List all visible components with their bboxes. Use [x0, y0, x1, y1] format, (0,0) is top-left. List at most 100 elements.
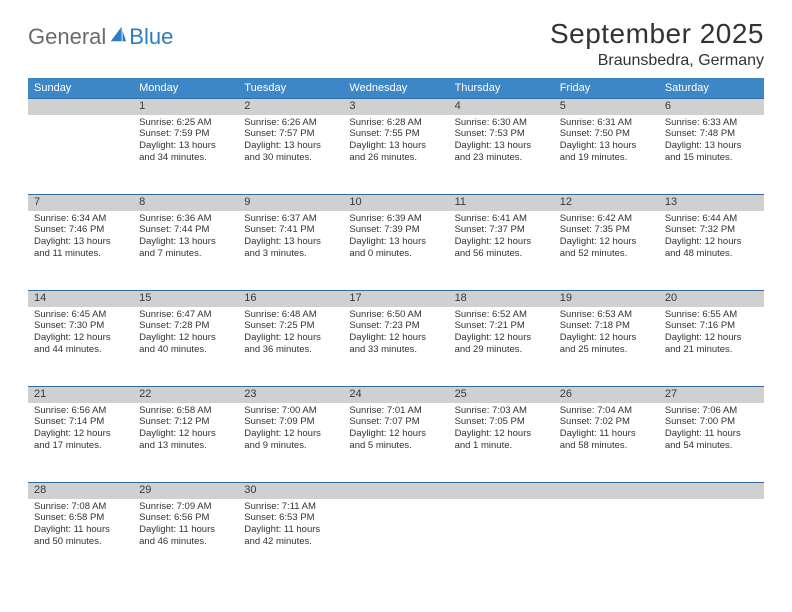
day-day1: Daylight: 12 hours: [665, 236, 758, 248]
day-cell: Sunrise: 6:36 AMSunset: 7:44 PMDaylight:…: [133, 211, 238, 291]
day-cell: Sunrise: 6:47 AMSunset: 7:28 PMDaylight:…: [133, 307, 238, 387]
day-day1: Daylight: 12 hours: [139, 428, 232, 440]
day-sunset: Sunset: 7:28 PM: [139, 320, 232, 332]
day-number: 8: [133, 195, 238, 211]
day-sunset: Sunset: 7:44 PM: [139, 224, 232, 236]
day-day2: and 56 minutes.: [455, 248, 548, 260]
day-cell: Sunrise: 7:01 AMSunset: 7:07 PMDaylight:…: [343, 403, 448, 483]
day-cell: Sunrise: 6:48 AMSunset: 7:25 PMDaylight:…: [238, 307, 343, 387]
day-sunset: Sunset: 7:55 PM: [349, 128, 442, 140]
day-number: 7: [28, 195, 133, 211]
header: General Blue September 2025 Braunsbedra,…: [28, 18, 764, 70]
day-body-row: Sunrise: 6:45 AMSunset: 7:30 PMDaylight:…: [28, 307, 764, 387]
day-day1: Daylight: 12 hours: [455, 428, 548, 440]
day-sunset: Sunset: 6:56 PM: [139, 512, 232, 524]
day-day2: and 33 minutes.: [349, 344, 442, 356]
day-day1: Daylight: 12 hours: [560, 332, 653, 344]
day-cell: Sunrise: 7:06 AMSunset: 7:00 PMDaylight:…: [659, 403, 764, 483]
day-cell: Sunrise: 6:25 AMSunset: 7:59 PMDaylight:…: [133, 115, 238, 195]
day-number: 2: [238, 99, 343, 115]
day-day2: and 42 minutes.: [244, 536, 337, 548]
day-number: 5: [554, 99, 659, 115]
day-number: 18: [449, 291, 554, 307]
weekday-header: Thursday: [449, 78, 554, 99]
day-day2: and 40 minutes.: [139, 344, 232, 356]
day-day2: and 52 minutes.: [560, 248, 653, 260]
day-sunset: Sunset: 7:05 PM: [455, 416, 548, 428]
title-block: September 2025 Braunsbedra, Germany: [550, 18, 764, 70]
day-cell: Sunrise: 6:52 AMSunset: 7:21 PMDaylight:…: [449, 307, 554, 387]
day-cell: Sunrise: 6:58 AMSunset: 7:12 PMDaylight:…: [133, 403, 238, 483]
day-number: 12: [554, 195, 659, 211]
day-cell: Sunrise: 6:34 AMSunset: 7:46 PMDaylight:…: [28, 211, 133, 291]
day-number: 3: [343, 99, 448, 115]
day-sunset: Sunset: 7:53 PM: [455, 128, 548, 140]
weekday-header: Saturday: [659, 78, 764, 99]
day-sunrise: Sunrise: 7:01 AM: [349, 405, 442, 417]
day-day1: Daylight: 12 hours: [560, 236, 653, 248]
day-day2: and 29 minutes.: [455, 344, 548, 356]
day-sunrise: Sunrise: 6:34 AM: [34, 213, 127, 225]
day-cell: Sunrise: 6:55 AMSunset: 7:16 PMDaylight:…: [659, 307, 764, 387]
day-sunset: Sunset: 7:21 PM: [455, 320, 548, 332]
day-sunset: Sunset: 7:32 PM: [665, 224, 758, 236]
day-number: 19: [554, 291, 659, 307]
day-day2: and 21 minutes.: [665, 344, 758, 356]
day-day2: and 19 minutes.: [560, 152, 653, 164]
daynum-row: 21222324252627: [28, 387, 764, 403]
day-day1: Daylight: 13 hours: [244, 140, 337, 152]
day-day1: Daylight: 13 hours: [455, 140, 548, 152]
day-number: 13: [659, 195, 764, 211]
day-day1: Daylight: 12 hours: [349, 428, 442, 440]
day-number: 9: [238, 195, 343, 211]
day-number: 24: [343, 387, 448, 403]
day-number: 1: [133, 99, 238, 115]
day-sunset: Sunset: 7:02 PM: [560, 416, 653, 428]
day-day1: Daylight: 12 hours: [455, 236, 548, 248]
day-sunset: Sunset: 7:48 PM: [665, 128, 758, 140]
day-day1: Daylight: 11 hours: [34, 524, 127, 536]
day-sunset: Sunset: 7:41 PM: [244, 224, 337, 236]
day-sunrise: Sunrise: 6:37 AM: [244, 213, 337, 225]
day-sunrise: Sunrise: 6:30 AM: [455, 117, 548, 129]
day-day2: and 48 minutes.: [665, 248, 758, 260]
day-day2: and 15 minutes.: [665, 152, 758, 164]
day-sunrise: Sunrise: 6:41 AM: [455, 213, 548, 225]
sail-icon: [109, 25, 127, 43]
day-cell: Sunrise: 6:28 AMSunset: 7:55 PMDaylight:…: [343, 115, 448, 195]
day-cell: Sunrise: 6:33 AMSunset: 7:48 PMDaylight:…: [659, 115, 764, 195]
day-sunrise: Sunrise: 6:28 AM: [349, 117, 442, 129]
day-day1: Daylight: 11 hours: [560, 428, 653, 440]
day-cell: Sunrise: 6:41 AMSunset: 7:37 PMDaylight:…: [449, 211, 554, 291]
day-day2: and 26 minutes.: [349, 152, 442, 164]
day-day1: Daylight: 12 hours: [455, 332, 548, 344]
day-sunset: Sunset: 7:37 PM: [455, 224, 548, 236]
day-sunrise: Sunrise: 7:00 AM: [244, 405, 337, 417]
day-sunset: Sunset: 6:58 PM: [34, 512, 127, 524]
day-sunset: Sunset: 6:53 PM: [244, 512, 337, 524]
page: General Blue September 2025 Braunsbedra,…: [0, 0, 792, 579]
day-day1: Daylight: 12 hours: [34, 428, 127, 440]
day-number: 16: [238, 291, 343, 307]
day-cell: Sunrise: 6:53 AMSunset: 7:18 PMDaylight:…: [554, 307, 659, 387]
day-number: 10: [343, 195, 448, 211]
day-number: [28, 99, 133, 115]
day-day2: and 5 minutes.: [349, 440, 442, 452]
logo-text-blue: Blue: [129, 24, 173, 50]
day-number: 4: [449, 99, 554, 115]
day-sunset: Sunset: 7:50 PM: [560, 128, 653, 140]
day-sunset: Sunset: 7:18 PM: [560, 320, 653, 332]
day-day1: Daylight: 13 hours: [34, 236, 127, 248]
location: Braunsbedra, Germany: [550, 52, 764, 70]
daynum-row: 78910111213: [28, 195, 764, 211]
day-sunrise: Sunrise: 7:04 AM: [560, 405, 653, 417]
day-cell: [28, 115, 133, 195]
day-day2: and 3 minutes.: [244, 248, 337, 260]
calendar-table: Sunday Monday Tuesday Wednesday Thursday…: [28, 78, 764, 579]
day-number: [449, 483, 554, 499]
day-day2: and 30 minutes.: [244, 152, 337, 164]
day-sunrise: Sunrise: 7:09 AM: [139, 501, 232, 513]
day-sunset: Sunset: 7:00 PM: [665, 416, 758, 428]
day-day2: and 17 minutes.: [34, 440, 127, 452]
day-cell: Sunrise: 6:39 AMSunset: 7:39 PMDaylight:…: [343, 211, 448, 291]
